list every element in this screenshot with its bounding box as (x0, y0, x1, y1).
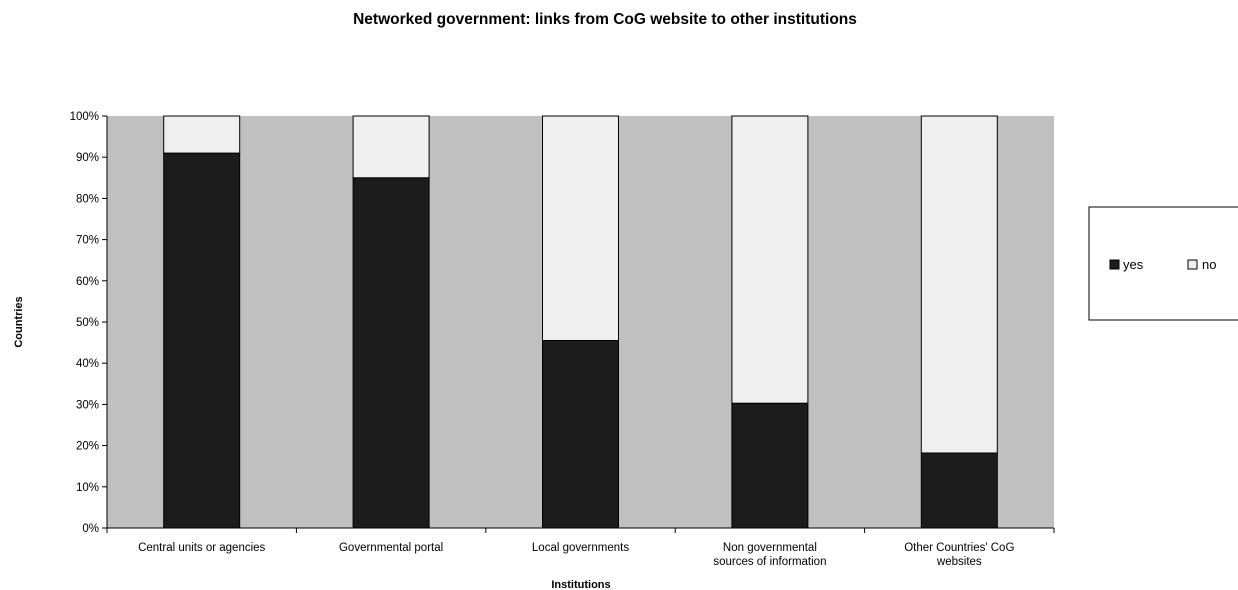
x-category-label: Central units or agencies (138, 542, 265, 554)
y-tick-label: 90% (76, 152, 99, 164)
bar-no-0 (163, 115, 241, 154)
y-tick-label: 60% (76, 276, 99, 288)
y-tick-label: 30% (76, 399, 99, 411)
y-tick-label: 0% (82, 523, 99, 535)
bar-no-1 (352, 115, 430, 179)
y-axis: 0% 10% 20% 30% 40% 50% 60% 70% 80% 90% 100% (70, 111, 108, 535)
bars-group (163, 115, 998, 529)
x-category-label: Local governments (532, 542, 629, 554)
y-tick-label: 80% (76, 193, 99, 205)
y-axis-title: Countries (13, 296, 25, 347)
x-category-label: Other Countries' CoG (904, 542, 1014, 554)
bar-no-4 (920, 115, 998, 454)
bar-yes-1 (352, 177, 430, 529)
y-tick-label: 20% (76, 441, 99, 453)
x-category-label: Non governmental (723, 542, 817, 554)
x-category-label: sources of information (713, 556, 826, 568)
y-tick-label: 10% (76, 482, 99, 494)
legend-label-yes: yes (1123, 257, 1144, 272)
legend: yes no (1088, 206, 1238, 321)
x-axis-title: Institutions (551, 579, 610, 590)
y-tick-label: 70% (76, 235, 99, 247)
legend-swatch-yes (1109, 259, 1120, 270)
y-tick-label: 100% (70, 111, 99, 123)
chart-title: Networked government: links from CoG web… (353, 11, 857, 28)
x-axis: Central units or agencies Governmental po… (106, 527, 1055, 568)
bar-yes-0 (163, 152, 241, 529)
bar-no-2 (542, 115, 619, 341)
legend-swatch-no (1187, 259, 1198, 270)
y-tick-label: 40% (76, 358, 99, 370)
bar-yes-3 (731, 402, 809, 529)
y-tick-label: 50% (76, 317, 99, 329)
bar-yes-2 (542, 340, 619, 529)
bar-no-3 (731, 115, 809, 404)
legend-label-no: no (1202, 257, 1216, 272)
x-category-label: websites (936, 556, 982, 568)
bar-yes-4 (920, 452, 998, 529)
x-category-label: Governmental portal (339, 542, 443, 554)
